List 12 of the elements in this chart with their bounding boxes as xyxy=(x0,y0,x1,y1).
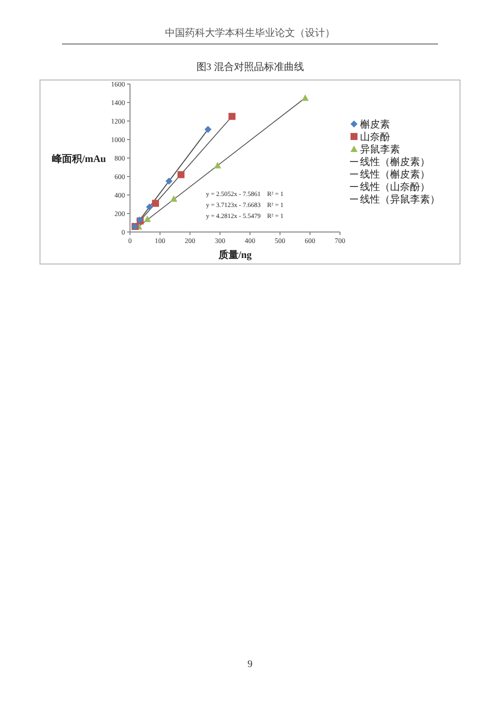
text: 9 xyxy=(248,659,252,670)
legend-label: 线性（槲皮素） xyxy=(360,156,430,168)
legend-label: 线性（异鼠李素） xyxy=(360,194,440,206)
x-axis-title: 质量/ng xyxy=(217,249,252,261)
legend-label: 槲皮素 xyxy=(360,118,390,130)
legend-label: 山奈酚 xyxy=(360,131,390,143)
chart-title: 图3 混合对照品标准曲线 xyxy=(196,61,304,73)
text: 中国药科大学本科生毕业论文（设计） xyxy=(165,27,335,39)
legend-label: 线性（山奈酚） xyxy=(360,181,430,193)
legend-label: 异鼠李素 xyxy=(360,144,400,156)
y-axis-title: 峰面积/mAu xyxy=(52,153,106,165)
legend-label: 线性（槲皮素） xyxy=(360,168,430,180)
